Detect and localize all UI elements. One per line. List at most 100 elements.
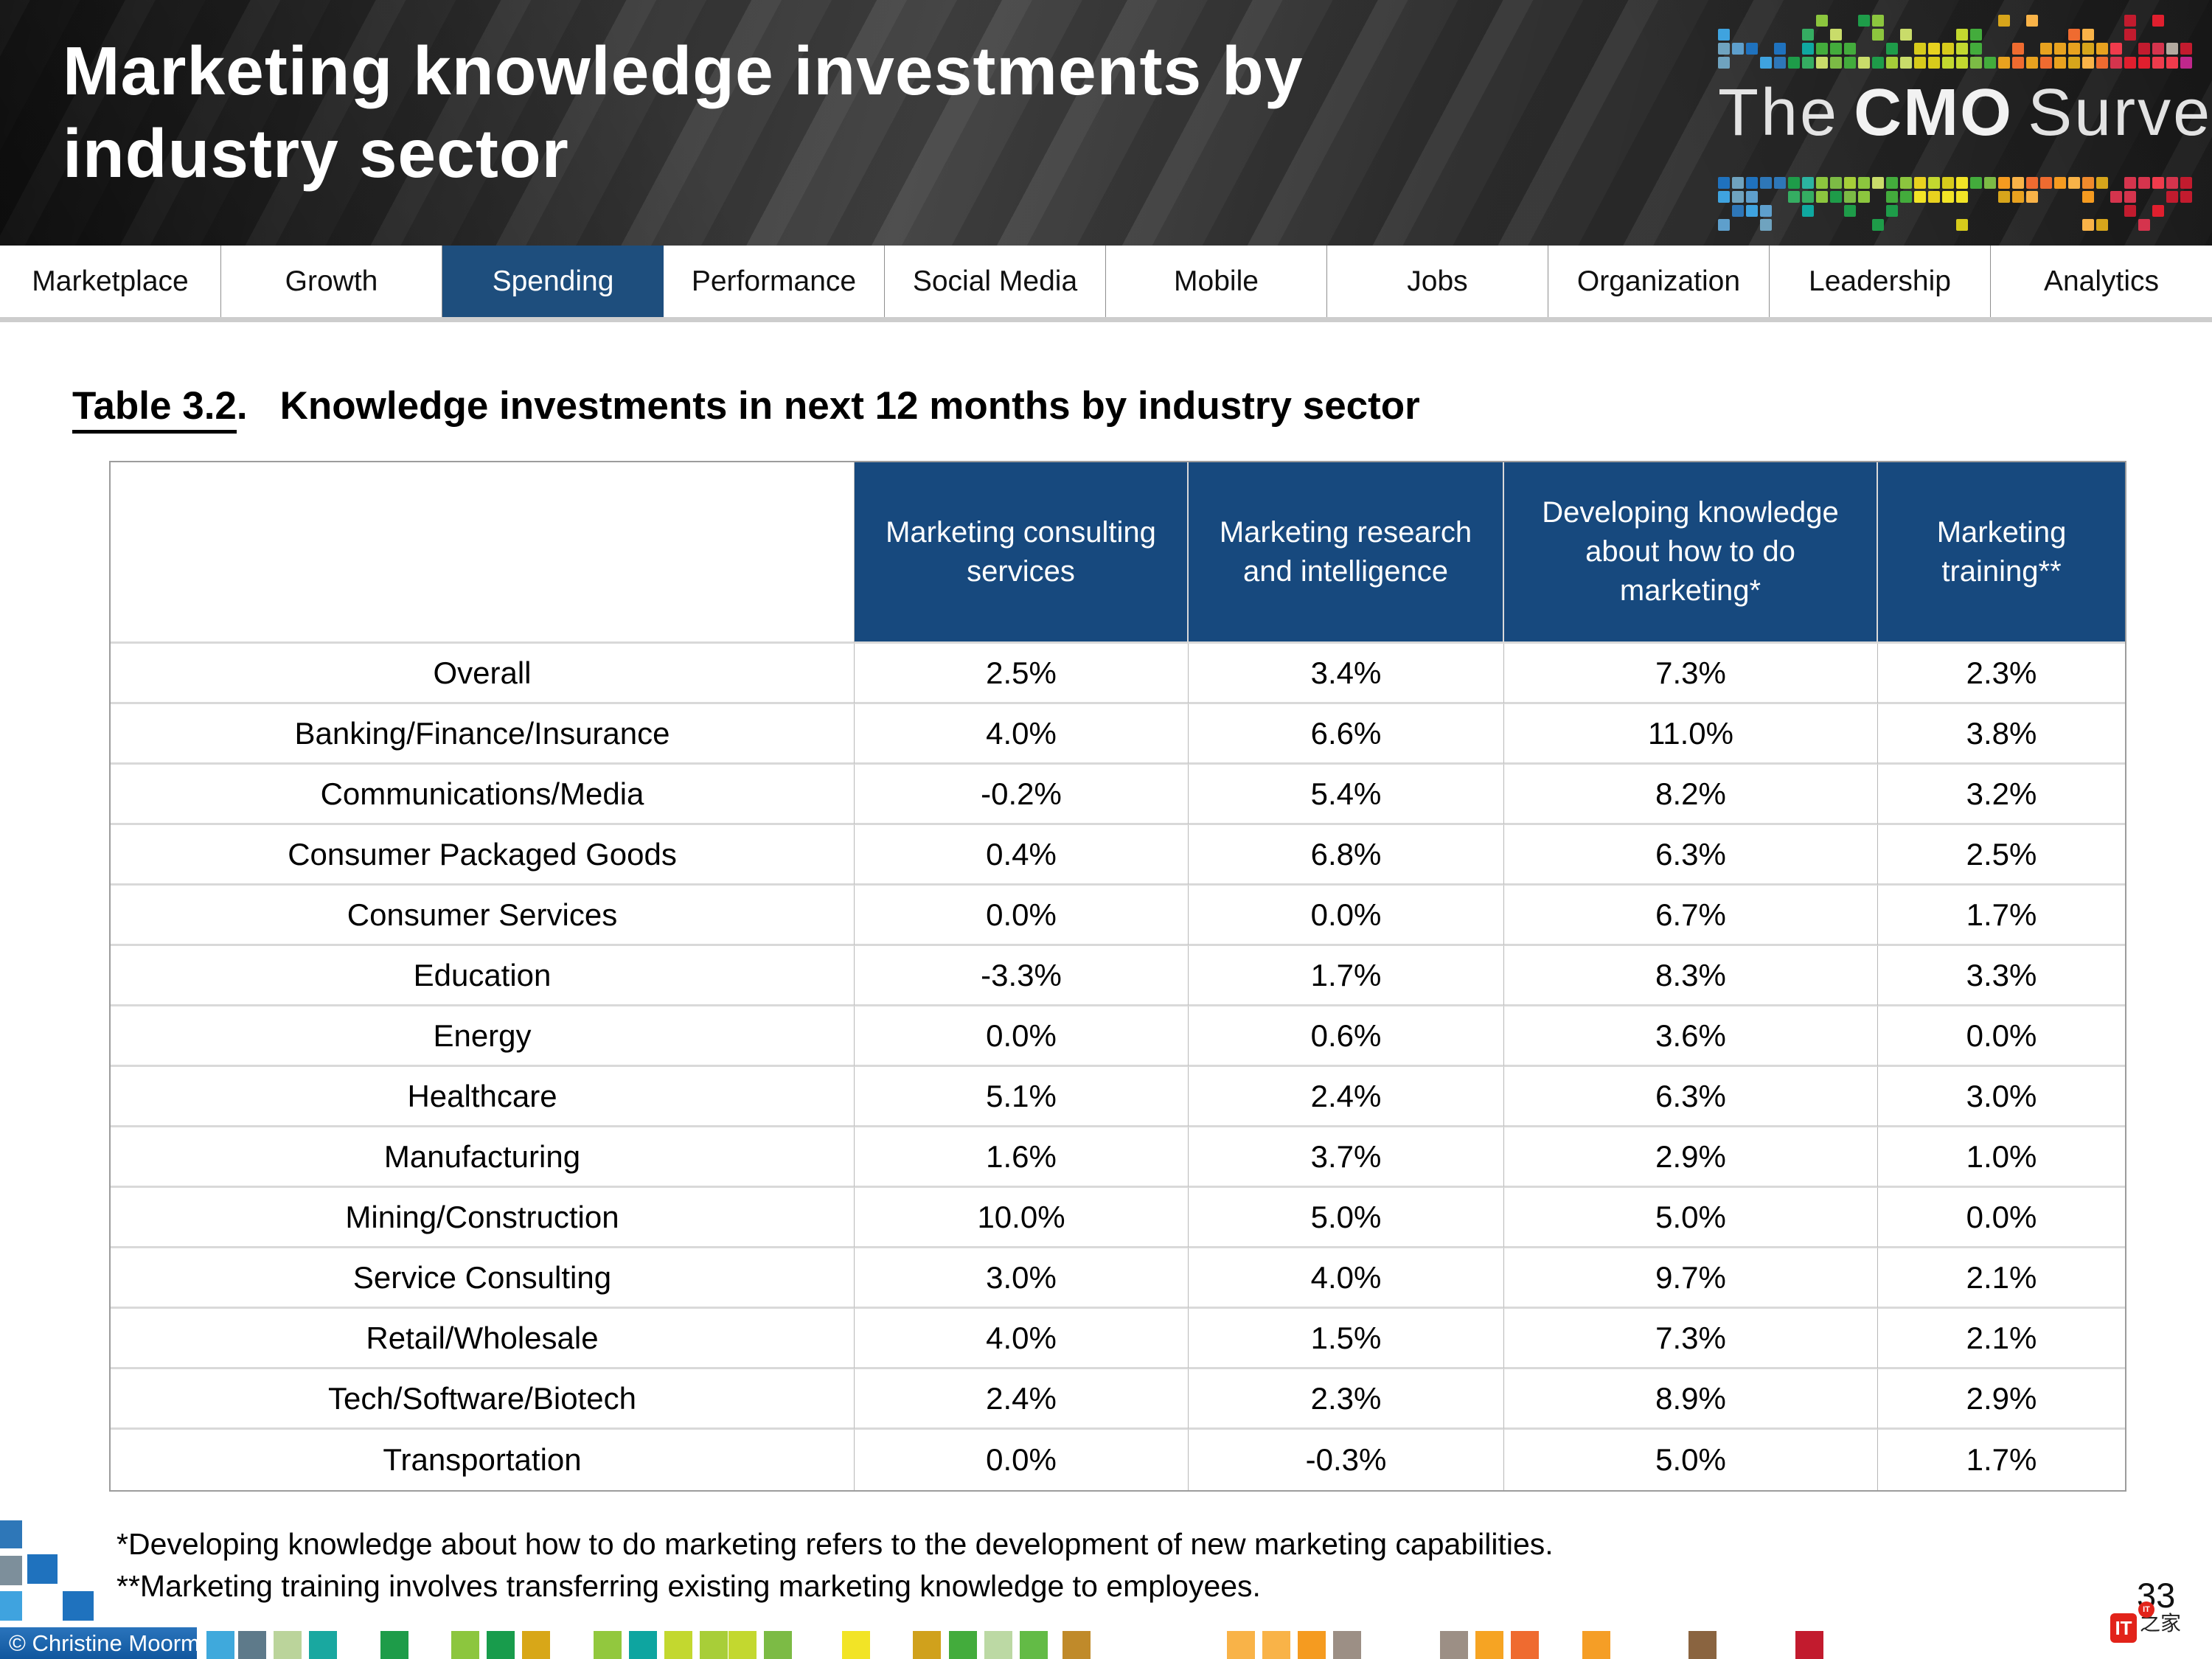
copyright-text: © Christine Moorman [9,1630,226,1656]
logo-cmo: CMO [1854,76,2014,150]
mosaic-square [1956,191,1968,203]
mosaic-square [2138,219,2150,231]
strip-square [664,1631,692,1659]
table-cell: 9.7% [1504,1248,1878,1309]
table-cell: 5.0% [1189,1188,1504,1248]
mosaic-square [1858,177,1870,189]
moorman-logo-square [63,1591,94,1621]
mosaic-square [1998,57,2010,69]
mosaic-square [1942,177,1954,189]
tab-bar: Marketplace Growth Spending Performance Soci… [0,246,2212,322]
table-cell: 8.2% [1504,765,1878,825]
tab-leadership[interactable]: Leadership [1770,246,1991,317]
table-cell: 3.7% [1189,1127,1504,1188]
column-header: Marketing consulting services [855,462,1189,644]
mosaic-square [2082,177,2094,189]
tab-spending[interactable]: Spending [442,246,664,317]
table-cell: 6.3% [1504,1067,1878,1127]
mosaic-square [2040,177,2052,189]
tab-social-media[interactable]: Social Media [885,246,1106,317]
mosaic-square [2012,43,2024,55]
mosaic-square [1774,43,1786,55]
mosaic-square [2096,219,2108,231]
mosaic-square [2180,191,2192,203]
mosaic-square [2110,191,2122,203]
mosaic-square [1830,57,1842,69]
mosaic-square [1746,43,1758,55]
table-cell: 1.5% [1189,1309,1504,1369]
mosaic-square [1732,177,1744,189]
mosaic-square [2138,57,2150,69]
mosaic-square [1802,177,1814,189]
mosaic-square [2026,177,2038,189]
table-cell: 1.7% [1189,946,1504,1006]
row-label: Overall [111,644,855,704]
table-cell: 6.7% [1504,886,1878,946]
table-cell: 2.4% [855,1369,1189,1430]
mosaic-square [1746,205,1758,217]
mosaic-square [2026,57,2038,69]
table-cell: 0.4% [855,825,1189,886]
mosaic-square [1900,57,1912,69]
mosaic-square [2138,177,2150,189]
table-cell: 1.7% [1878,886,2125,946]
table-cell: 5.1% [855,1067,1189,1127]
strip-square [728,1631,757,1659]
strip-square [487,1631,515,1659]
table-cell: 8.3% [1504,946,1878,1006]
mosaic-square [1886,205,1898,217]
strip-square [1475,1631,1503,1659]
mosaic-square [2096,43,2108,55]
tab-growth[interactable]: Growth [221,246,442,317]
mosaic-square [1816,43,1828,55]
table-cell: 5.4% [1189,765,1504,825]
mosaic-square [1914,43,1926,55]
mosaic-square [1928,177,1940,189]
mosaic-square [2152,205,2164,217]
mosaic-square [1816,57,1828,69]
strip-square [764,1631,792,1659]
mosaic-square [1760,219,1772,231]
row-label: Mining/Construction [111,1188,855,1248]
mosaic-square [1914,177,1926,189]
mosaic-square [1774,177,1786,189]
table-cell: 3.0% [855,1248,1189,1309]
mosaic-square [1900,177,1912,189]
tab-organization[interactable]: Organization [1548,246,1770,317]
tab-mobile[interactable]: Mobile [1106,246,1327,317]
tab-marketplace[interactable]: Marketplace [0,246,221,317]
table-cell: 0.0% [1189,886,1504,946]
table-cell: 5.0% [1504,1188,1878,1248]
mosaic-square [1816,177,1828,189]
strip-square [913,1631,941,1659]
table-cell: 10.0% [855,1188,1189,1248]
table-cell: 2.4% [1189,1067,1504,1127]
mosaic-square [2068,43,2080,55]
strip-square [594,1631,622,1659]
strip-square [984,1631,1012,1659]
mosaic-square [1718,57,1730,69]
mosaic-square [1718,191,1730,203]
mosaic-square [2096,57,2108,69]
table-cell: 3.6% [1504,1006,1878,1067]
mosaic-square [2012,57,2024,69]
mosaic-square [1830,177,1842,189]
tab-performance[interactable]: Performance [664,246,885,317]
tab-jobs[interactable]: Jobs [1327,246,1548,317]
table-cell: -0.3% [1189,1430,1504,1490]
tab-analytics[interactable]: Analytics [2043,265,2160,297]
mosaic-square [2012,191,2024,203]
mosaic-square [2082,29,2094,41]
mosaic-square [1844,57,1856,69]
table-cell: 6.3% [1504,825,1878,886]
table-cell: 0.0% [855,1430,1189,1490]
table-cell: 1.7% [1878,1430,2125,1490]
table-cell: 2.5% [1878,825,2125,886]
mosaic-square [2082,219,2094,231]
mosaic-square [2152,57,2164,69]
mosaic-square [1788,57,1800,69]
strip-square [700,1631,728,1659]
mosaic-square [1872,29,1884,41]
table-cell: 0.0% [1878,1188,2125,1248]
mosaic-square [1788,177,1800,189]
